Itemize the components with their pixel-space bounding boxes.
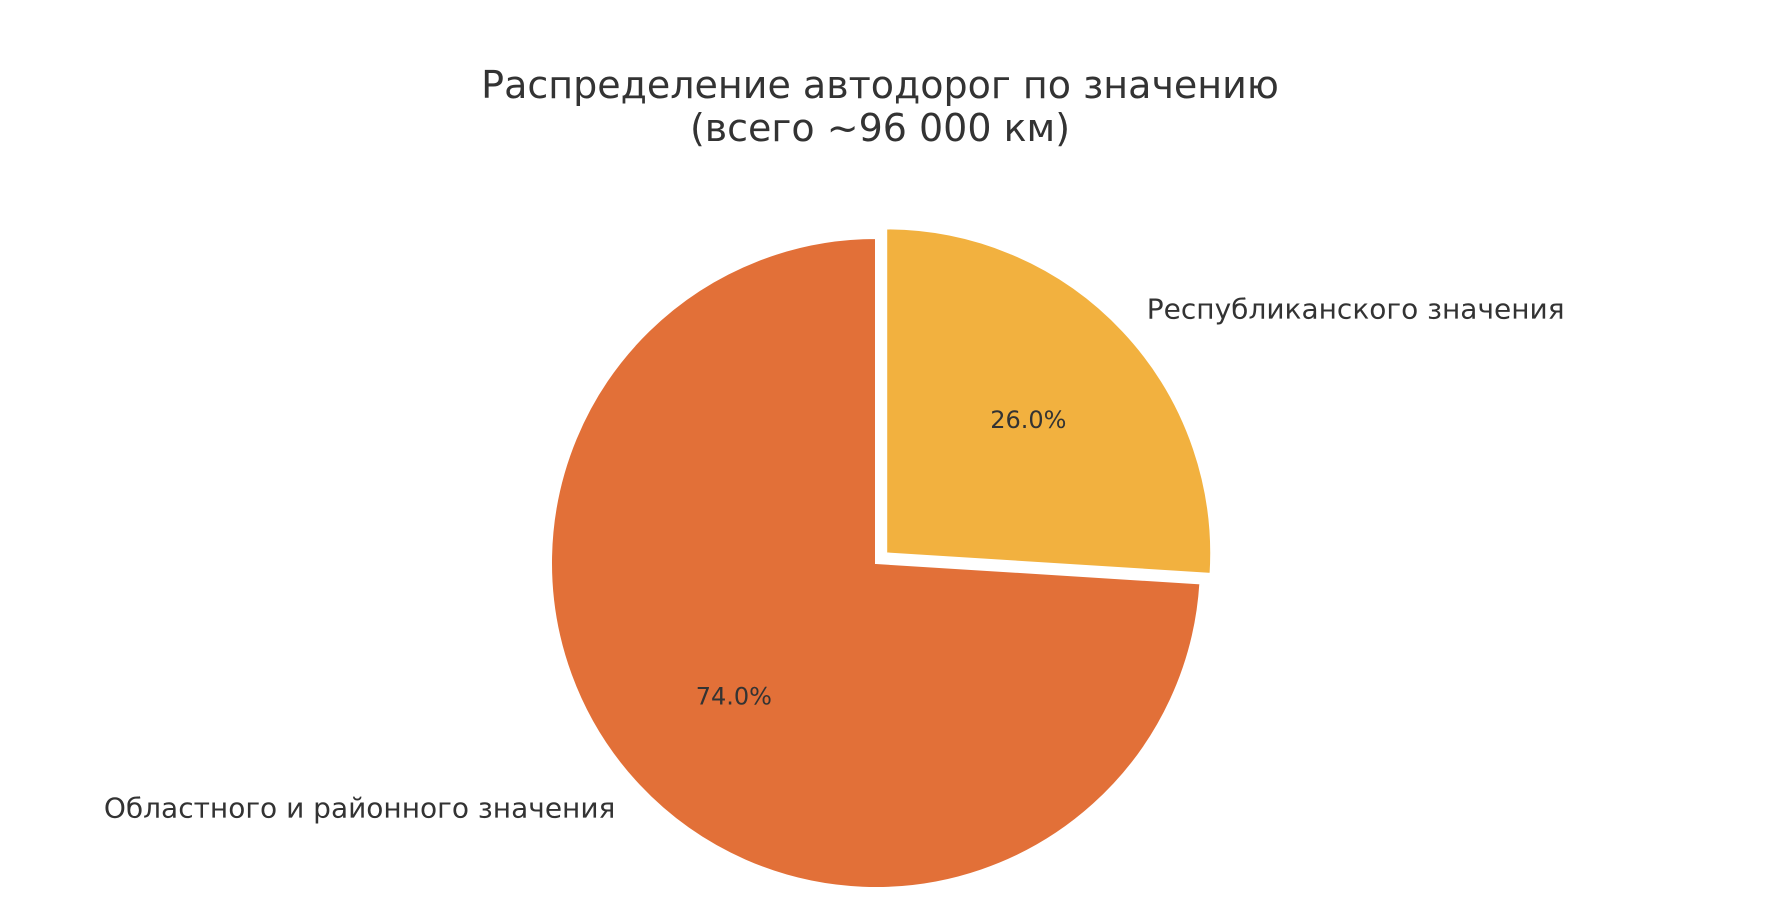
chart-title-line-1: Распределение автодорог по значению (481, 63, 1279, 107)
pie-slice-1-category-label: Республиканского значения (1147, 293, 1565, 326)
pie-slice-1 (885, 227, 1213, 575)
pie-slice-1-percent-label: 26.0% (990, 406, 1066, 434)
pie-slice-2 (550, 236, 1202, 889)
slices-layer (550, 227, 1213, 889)
pie-slice-2-category-label: Областного и районного значения (104, 792, 616, 825)
labels-layer: 26.0% Республиканского значения 74.0% Облас… (104, 293, 1565, 825)
chart-title-line-2: (всего ~96 000 км) (690, 106, 1070, 150)
pie-slice-2-percent-label: 74.0% (696, 682, 772, 710)
